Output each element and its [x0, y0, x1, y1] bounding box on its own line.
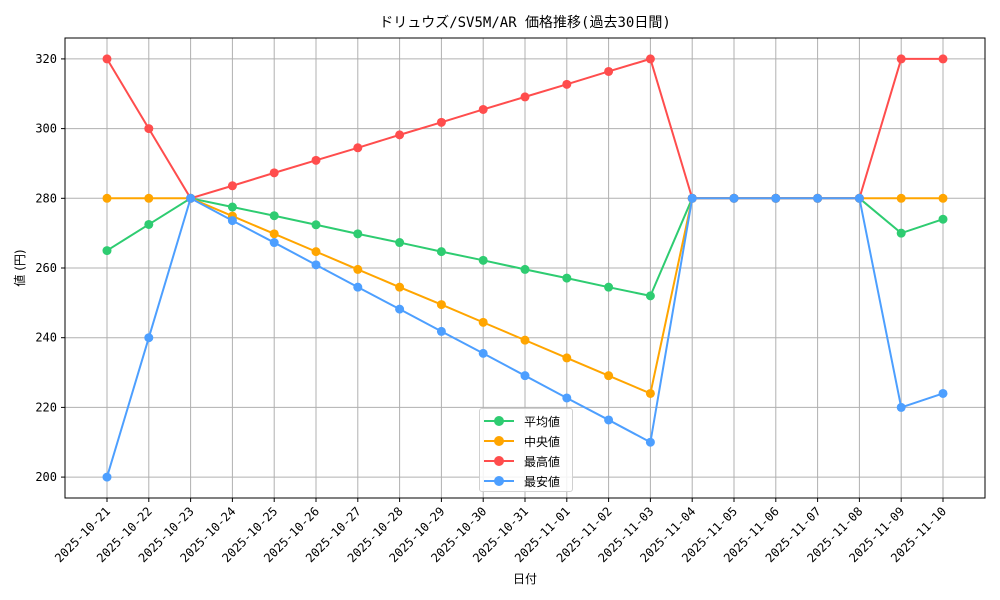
data-point — [102, 246, 112, 256]
data-point — [144, 219, 154, 229]
data-point — [269, 211, 279, 221]
y-tick-label: 280 — [35, 191, 57, 205]
data-point — [353, 282, 363, 292]
data-point — [395, 238, 405, 248]
data-point — [144, 193, 154, 203]
data-point — [227, 216, 237, 226]
legend-marker-icon — [494, 476, 504, 486]
data-point — [896, 402, 906, 412]
y-axis: 200 220 240 260 280 300 320 — [35, 52, 65, 484]
data-point — [938, 193, 948, 203]
legend-item-min: 最安値 — [480, 471, 572, 491]
data-point — [227, 202, 237, 212]
legend-item-average: 平均値 — [480, 411, 572, 431]
data-point — [938, 388, 948, 398]
data-point — [311, 260, 321, 270]
data-point — [520, 335, 530, 345]
data-point — [144, 333, 154, 343]
data-point — [562, 393, 572, 403]
legend-item-max: 最高値 — [480, 451, 572, 471]
data-point — [395, 304, 405, 314]
legend-label: 中央値 — [524, 435, 561, 449]
y-tick-label: 200 — [35, 470, 57, 484]
data-point — [478, 317, 488, 327]
series-layer — [102, 54, 948, 482]
legend-marker-icon — [494, 436, 504, 446]
data-point — [353, 264, 363, 274]
data-point — [102, 472, 112, 482]
data-point — [269, 168, 279, 178]
data-point — [562, 79, 572, 89]
data-point — [938, 214, 948, 224]
data-point — [687, 193, 697, 203]
data-point — [604, 371, 614, 381]
data-point — [896, 228, 906, 238]
data-point — [520, 92, 530, 102]
legend-label: 最高値 — [524, 455, 561, 469]
x-axis: 2025-10-212025-10-222025-10-232025-10-24… — [52, 498, 949, 565]
y-axis-label: 値 (円) — [12, 249, 27, 286]
data-point — [645, 437, 655, 447]
legend-item-median: 中央値 — [480, 431, 572, 451]
y-tick-label: 240 — [35, 331, 57, 345]
data-point — [771, 193, 781, 203]
data-point — [102, 54, 112, 64]
data-point — [311, 247, 321, 257]
data-point — [896, 193, 906, 203]
data-point — [645, 388, 655, 398]
data-point — [227, 181, 237, 191]
data-point — [478, 255, 488, 265]
data-point — [311, 220, 321, 230]
data-point — [520, 264, 530, 274]
data-point — [813, 193, 823, 203]
data-point — [562, 273, 572, 283]
chart-title: ドリュウズ/SV5M/AR 価格推移(過去30日間) — [379, 15, 671, 31]
series-line — [102, 193, 948, 482]
data-point — [436, 326, 446, 336]
data-point — [353, 143, 363, 153]
data-point — [269, 229, 279, 239]
data-point — [478, 348, 488, 358]
legend-marker-icon — [494, 416, 504, 426]
data-point — [520, 371, 530, 381]
legend-label: 最安値 — [524, 475, 561, 489]
data-point — [938, 54, 948, 64]
y-tick-label: 300 — [35, 122, 57, 136]
data-point — [102, 193, 112, 203]
y-tick-label: 260 — [35, 261, 57, 275]
data-point — [144, 124, 154, 134]
data-point — [436, 300, 446, 310]
data-point — [896, 54, 906, 64]
data-point — [186, 193, 196, 203]
x-axis-label: 日付 — [513, 572, 537, 586]
data-point — [562, 353, 572, 363]
legend-marker-icon — [494, 456, 504, 466]
data-point — [269, 238, 279, 248]
data-point — [645, 54, 655, 64]
legend-label: 平均値 — [524, 415, 561, 429]
data-point — [311, 155, 321, 165]
data-point — [604, 282, 614, 292]
data-point — [854, 193, 864, 203]
data-point — [604, 66, 614, 76]
legend: 平均値 中央値 最高値 最安値 — [479, 408, 573, 492]
data-point — [395, 130, 405, 140]
y-tick-label: 220 — [35, 400, 57, 414]
y-tick-label: 320 — [35, 52, 57, 66]
data-point — [353, 229, 363, 239]
data-point — [436, 247, 446, 257]
data-point — [645, 291, 655, 301]
data-point — [729, 193, 739, 203]
data-point — [604, 415, 614, 425]
data-point — [478, 104, 488, 114]
data-point — [436, 117, 446, 127]
data-point — [395, 282, 405, 292]
